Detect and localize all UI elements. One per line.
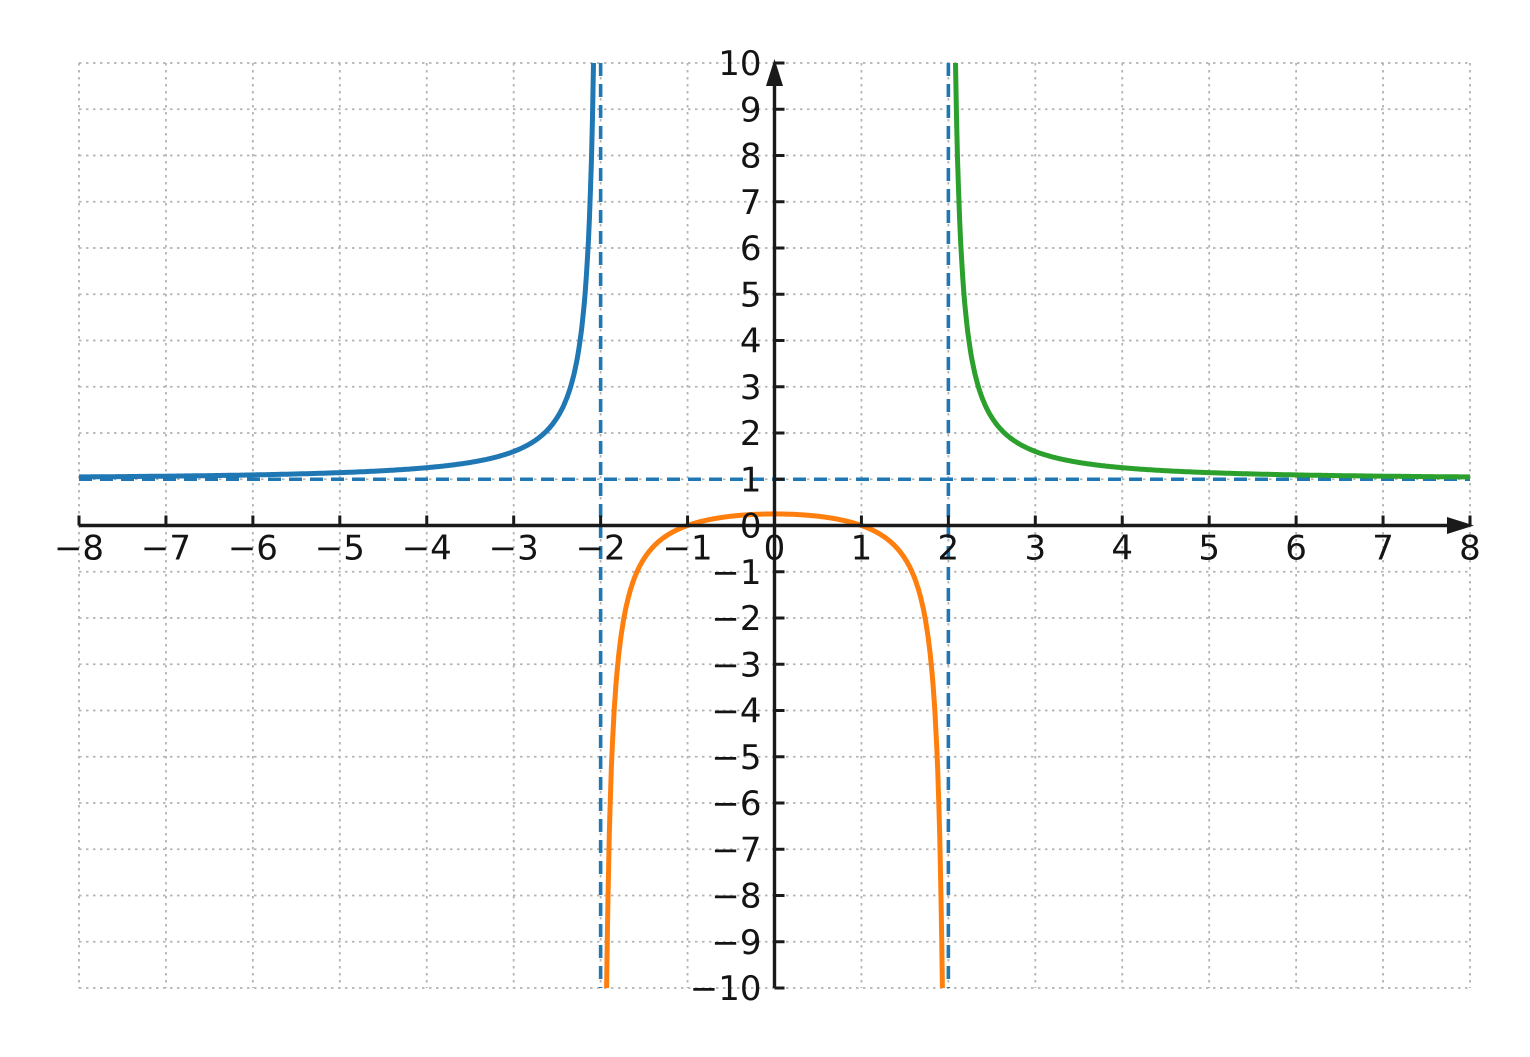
x-tick-label: 6 <box>1285 529 1307 569</box>
x-tick-label: −2 <box>576 529 626 569</box>
y-tick-label: −2 <box>711 599 761 639</box>
x-tick-label: 8 <box>1459 529 1481 569</box>
curve-right-branch <box>953 63 1470 480</box>
y-tick-label: 9 <box>740 90 762 130</box>
y-axis-arrowhead-icon <box>766 59 783 86</box>
y-tick-label: 7 <box>740 183 762 223</box>
x-tick-label: 1 <box>851 529 873 569</box>
y-tick-label: 0 <box>740 507 762 547</box>
x-tick-label: 7 <box>1372 529 1394 569</box>
y-tick-label: 2 <box>740 414 762 454</box>
curve-left-branch <box>79 63 596 480</box>
x-tick-label: −7 <box>141 529 191 569</box>
y-tick-label: 6 <box>740 229 762 269</box>
x-tick-label: −8 <box>54 529 104 569</box>
y-tick-label: 1 <box>740 460 762 500</box>
x-tick-label: −4 <box>402 529 452 569</box>
y-tick-label: −10 <box>690 969 762 1009</box>
y-tick-label: 10 <box>718 44 761 84</box>
y-tick-label: −1 <box>711 553 761 593</box>
y-tick-label: −9 <box>711 923 761 963</box>
x-tick-label: 5 <box>1198 529 1220 569</box>
x-tick-label: −5 <box>315 529 365 569</box>
y-tick-label: 3 <box>740 368 762 408</box>
x-tick-label: 0 <box>764 529 786 569</box>
x-tick-label: 4 <box>1111 529 1133 569</box>
y-tick-label: −5 <box>711 738 761 778</box>
y-tick-label: −4 <box>711 692 761 732</box>
x-tick-label: −6 <box>228 529 278 569</box>
x-tick-label: 3 <box>1024 529 1046 569</box>
y-tick-label: −8 <box>711 877 761 917</box>
x-axis-arrowhead-icon <box>1447 517 1474 534</box>
y-tick-label: −3 <box>711 645 761 685</box>
y-tick-label: −7 <box>711 830 761 870</box>
x-tick-label: 2 <box>938 529 960 569</box>
y-tick-label: 8 <box>740 137 762 177</box>
x-tick-label: −3 <box>489 529 539 569</box>
y-tick-label: 4 <box>740 322 762 362</box>
x-tick-label: −1 <box>663 529 713 569</box>
y-tick-label: 5 <box>740 275 762 315</box>
y-tick-label: −6 <box>711 784 761 824</box>
